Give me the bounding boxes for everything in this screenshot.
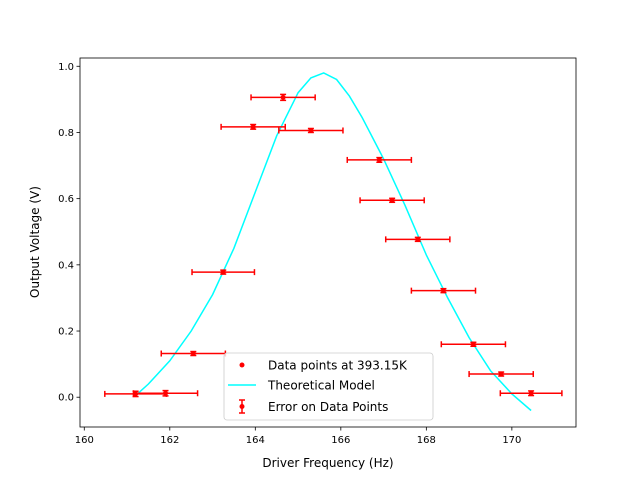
- data-point-group: [440, 341, 507, 348]
- legend-errorbar-point: [239, 404, 245, 409]
- data-point-group: [250, 93, 316, 102]
- theoretical-model-line: [135, 72, 532, 412]
- legend-points-marker: [239, 362, 245, 368]
- legend-points-label: Data points at 393.15K: [268, 359, 408, 373]
- data-point: [470, 341, 476, 347]
- x-tick-label: 160: [75, 435, 94, 446]
- x-tick-label: 168: [417, 435, 436, 446]
- x-tick-label: 170: [502, 435, 521, 446]
- x-axis-label: Driver Frequency (Hz): [262, 456, 393, 470]
- y-tick-label: 1.0: [58, 62, 74, 73]
- data-point-group: [278, 127, 344, 134]
- data-point: [528, 390, 534, 396]
- data-point-group: [468, 371, 534, 378]
- legend: Data points at 393.15K Theoretical Model…: [223, 352, 434, 421]
- data-point-group: [499, 390, 563, 397]
- data-point: [280, 94, 286, 100]
- data-point: [220, 269, 226, 275]
- data-point-group: [410, 287, 477, 294]
- legend-model-label: Theoretical Model: [267, 379, 375, 393]
- plot-frame: [79, 57, 577, 428]
- data-point-group: [384, 236, 451, 243]
- data-point: [308, 127, 314, 133]
- data-point-group: [220, 123, 286, 130]
- y-tick-label: 0.0: [58, 393, 74, 404]
- data-point: [163, 390, 169, 396]
- data-point-group: [346, 156, 413, 163]
- x-tick-label: 164: [246, 435, 265, 446]
- data-point: [389, 197, 395, 203]
- data-point: [190, 351, 196, 357]
- data-point: [440, 288, 446, 294]
- legend-box: [223, 352, 434, 421]
- data-point: [498, 371, 504, 377]
- y-axis-ticks: 0.0 0.2 0.4 0.6 0.8 1.0: [58, 62, 80, 404]
- legend-errorbar-label: Error on Data Points: [268, 400, 388, 414]
- y-tick-label: 0.4: [58, 260, 74, 271]
- x-tick-label: 166: [331, 435, 350, 446]
- x-tick-label: 162: [160, 435, 179, 446]
- y-tick-label: 0.6: [58, 194, 74, 205]
- data-point: [376, 157, 382, 163]
- data-point-group: [359, 197, 425, 204]
- data-point: [415, 236, 421, 242]
- x-axis-ticks: 160 162 164 166 168 170: [75, 427, 521, 446]
- y-tick-label: 0.2: [58, 327, 74, 338]
- y-tick-label: 0.8: [58, 128, 74, 139]
- data-point-group: [132, 389, 199, 397]
- y-axis-label: Output Voltage (V): [28, 186, 42, 298]
- data-point-group: [191, 269, 256, 276]
- data-points-layer: [104, 93, 563, 398]
- data-point: [250, 124, 256, 130]
- model-curve-layer: [135, 72, 532, 412]
